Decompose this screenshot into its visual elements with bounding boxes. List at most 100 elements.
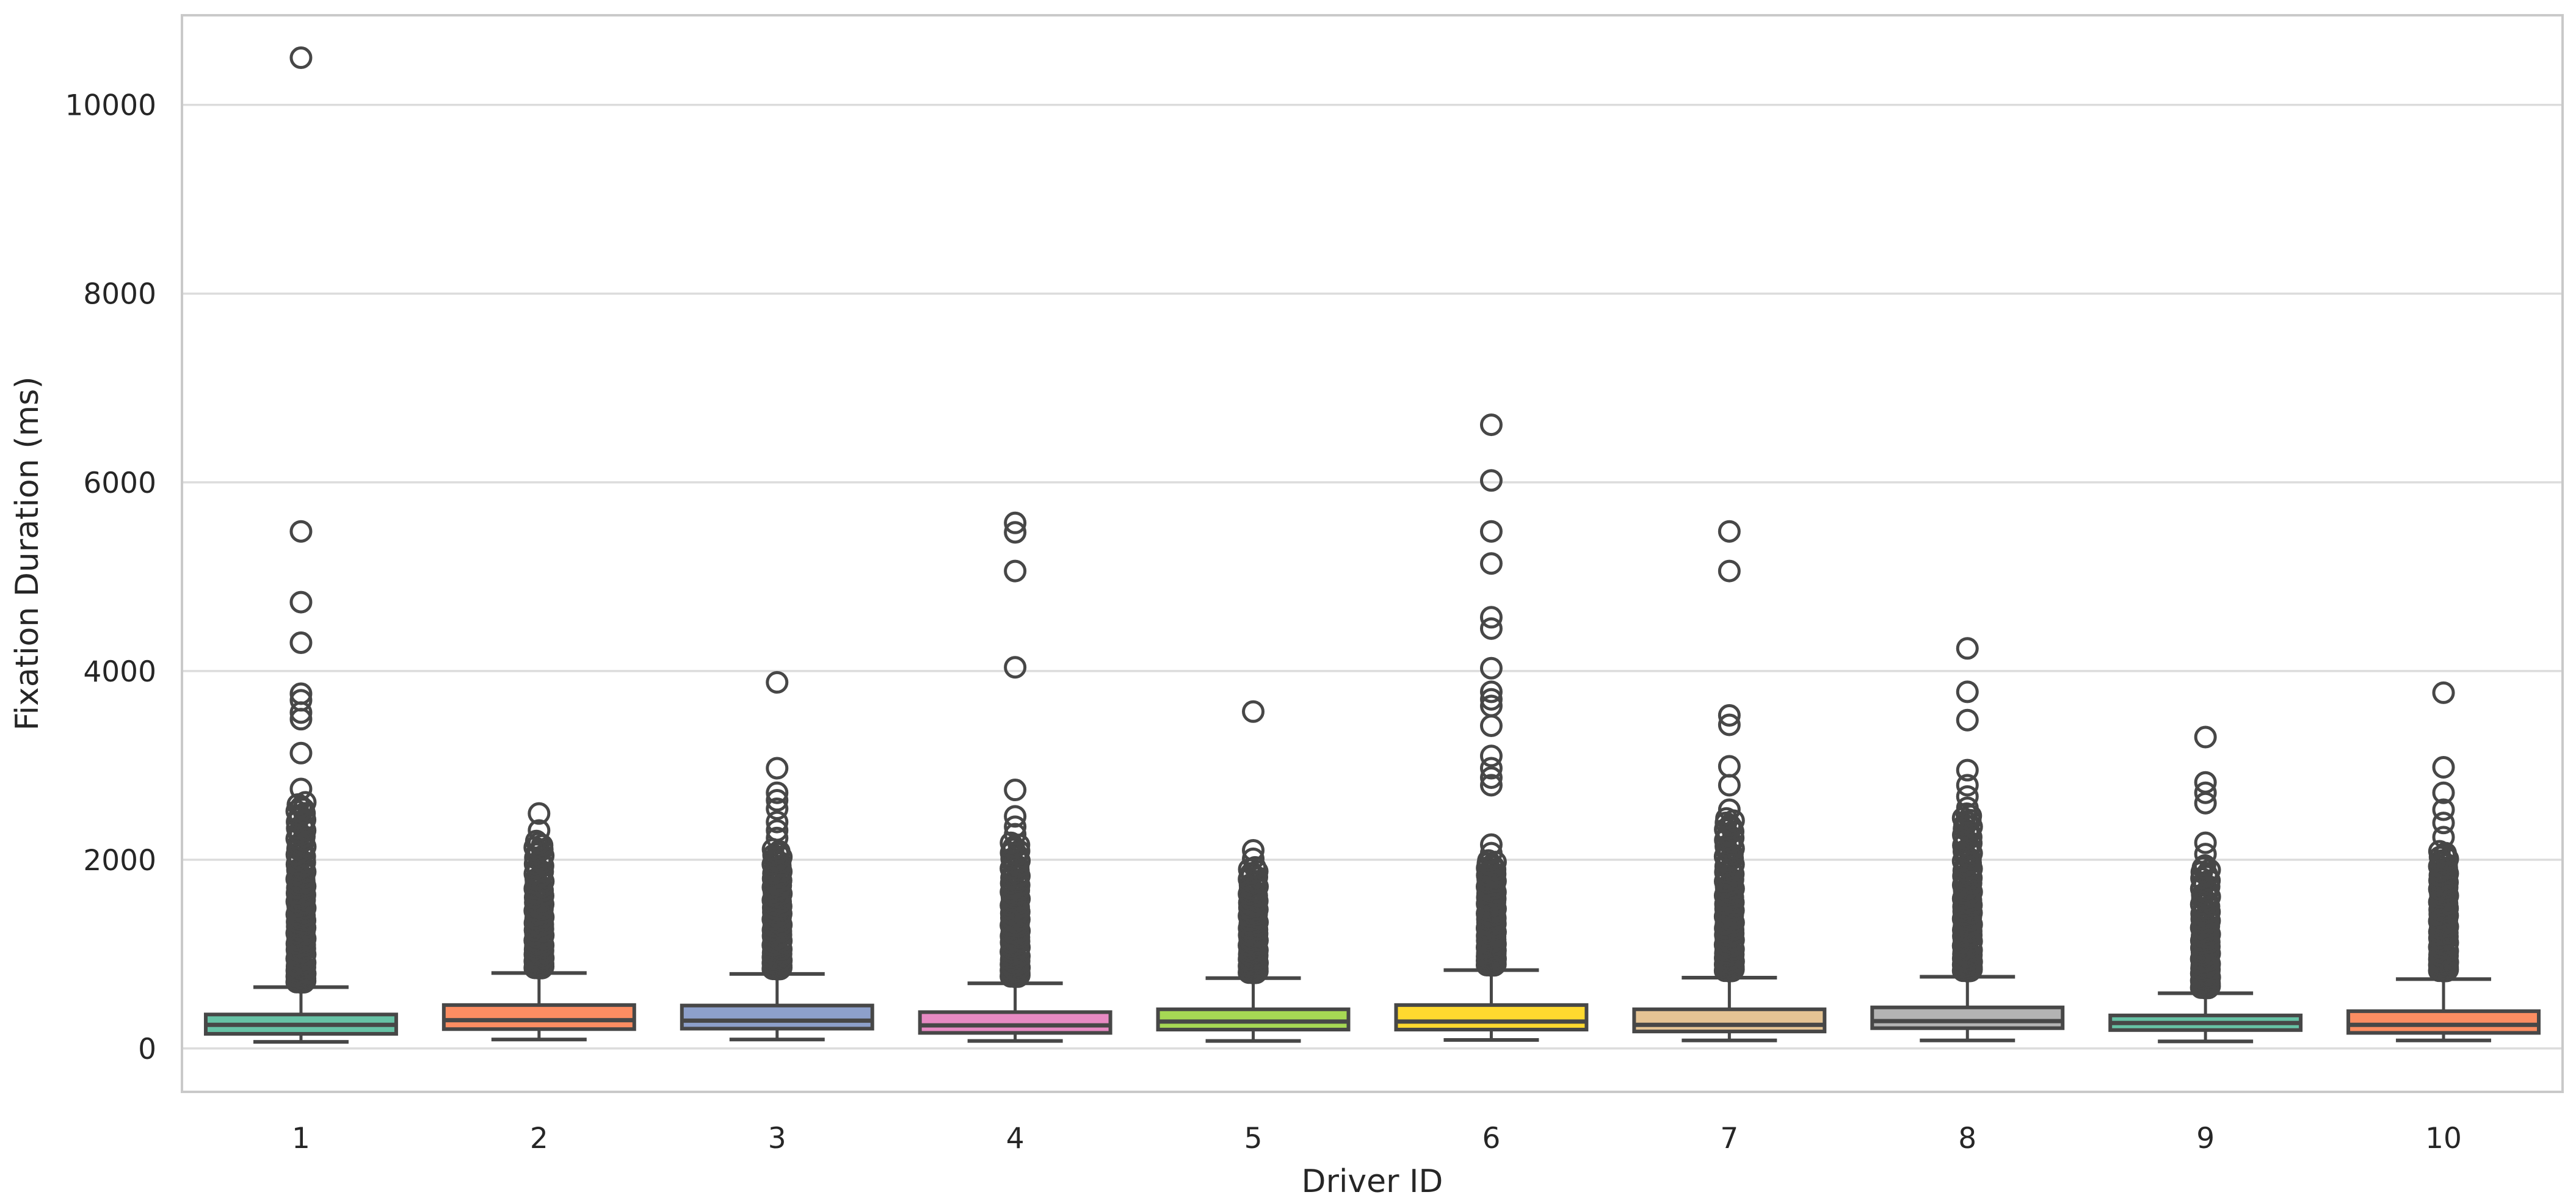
outliers-driver-6: [1475, 413, 1507, 977]
box-driver-2: [441, 971, 636, 1042]
outlier-point: [1004, 805, 1027, 828]
outlier-point: [2191, 856, 2215, 879]
x-tick-label-7: 7: [1720, 1122, 1738, 1155]
box-iqr: [1870, 1005, 2065, 1030]
outlier-point: [289, 701, 313, 724]
outlier-point: [1479, 841, 1503, 865]
outlier-point: [1718, 520, 1741, 543]
outlier-point: [766, 797, 789, 820]
outlier-point: [1479, 552, 1503, 575]
y-tick-label-4000: 4000: [83, 655, 156, 689]
outlier-point: [2194, 843, 2217, 866]
outlier-point: [2194, 831, 2217, 854]
outlier-point: [2194, 781, 2217, 804]
outlier-point: [2432, 798, 2455, 821]
x-tick-label-6: 6: [1482, 1122, 1500, 1155]
outliers-driver-5: [1238, 700, 1269, 984]
outlier-point: [1479, 774, 1503, 797]
outliers-driver-2: [523, 802, 555, 980]
box-driver-6: [1394, 968, 1589, 1042]
y-tick-label-0: 0: [138, 1033, 156, 1066]
outlier-point: [1479, 617, 1503, 640]
outlier-point: [1718, 774, 1741, 797]
outlier-point: [766, 671, 789, 694]
outlier-point: [2432, 826, 2455, 849]
outliers-driver-9: [2190, 725, 2221, 1000]
box-iqr: [1632, 1007, 1827, 1034]
outlier-point: [1479, 680, 1503, 703]
x-tick-label-1: 1: [292, 1122, 310, 1155]
x-axis-label: Driver ID: [1302, 1163, 1443, 1200]
outlier-point: [766, 826, 789, 849]
outlier-point: [528, 802, 551, 825]
outlier-point: [1004, 779, 1027, 802]
outlier-point: [1479, 469, 1503, 492]
outlier-point: [289, 46, 313, 70]
outlier-point: [1479, 413, 1503, 437]
y-tick-label-6000: 6000: [83, 467, 156, 500]
box-driver-10: [2346, 977, 2541, 1042]
outlier-point: [1479, 714, 1503, 737]
outlier-point: [2194, 791, 2217, 815]
outlier-point: [289, 591, 313, 614]
outlier-point: [289, 777, 313, 801]
outlier-point: [1718, 713, 1741, 736]
outlier-point: [2194, 725, 2217, 749]
outlier-point: [1956, 680, 1979, 703]
outlier-point: [1479, 688, 1503, 711]
outlier-point: [1004, 656, 1027, 679]
x-tick-label-5: 5: [1244, 1122, 1263, 1155]
x-tick-label-8: 8: [1958, 1122, 1976, 1155]
outlier-point: [2432, 781, 2455, 804]
box-driver-5: [1156, 976, 1351, 1043]
outlier-point: [528, 819, 551, 842]
outlier-point: [1242, 838, 1265, 862]
outlier-point: [1479, 757, 1503, 780]
box-iqr: [680, 1003, 874, 1031]
plot-frame: [181, 14, 2564, 1093]
outlier-point: [289, 520, 313, 543]
outlier-point: [766, 819, 789, 842]
y-tick-label-2000: 2000: [83, 844, 156, 878]
outliers-driver-3: [761, 671, 793, 981]
outliers-driver-4: [1000, 511, 1031, 988]
box-driver-1: [203, 985, 398, 1044]
x-tick-label-10: 10: [2425, 1122, 2462, 1155]
outlier-point: [1004, 823, 1027, 846]
outlier-point: [2432, 755, 2455, 779]
outlier-point: [289, 631, 313, 655]
outliers-driver-1: [285, 46, 317, 994]
outlier-point: [1479, 656, 1503, 680]
outlier-point: [289, 741, 313, 765]
outlier-point: [524, 829, 548, 852]
x-tick-label-2: 2: [530, 1122, 548, 1155]
outlier-point: [2428, 840, 2451, 863]
outlier-point: [766, 757, 789, 780]
outlier-point: [1479, 744, 1503, 768]
outlier-point: [2432, 812, 2455, 835]
outlier-point: [766, 789, 789, 812]
outlier-point: [1004, 815, 1027, 838]
x-tick-label-4: 4: [1006, 1122, 1025, 1155]
outlier-point: [1956, 708, 1979, 732]
outlier-point: [2193, 854, 2216, 877]
outlier-point: [294, 791, 317, 814]
outlier-point: [1956, 774, 1979, 797]
outlier-point: [1479, 833, 1503, 856]
outlier-point: [1718, 798, 1741, 821]
box-iqr: [1394, 1003, 1589, 1032]
plot-background: [182, 15, 2563, 1092]
outlier-point: [1004, 511, 1027, 534]
outlier-point: [527, 832, 550, 855]
outlier-point: [1718, 559, 1741, 583]
outliers-driver-10: [2428, 681, 2459, 983]
outlier-point: [1956, 796, 1979, 820]
box-iqr: [918, 1010, 1112, 1035]
box-iqr: [2346, 1009, 2541, 1035]
outlier-point: [1718, 703, 1741, 727]
outlier-point: [1244, 856, 1267, 879]
y-tick-label-10000: 10000: [65, 89, 156, 123]
outlier-point: [289, 795, 313, 818]
